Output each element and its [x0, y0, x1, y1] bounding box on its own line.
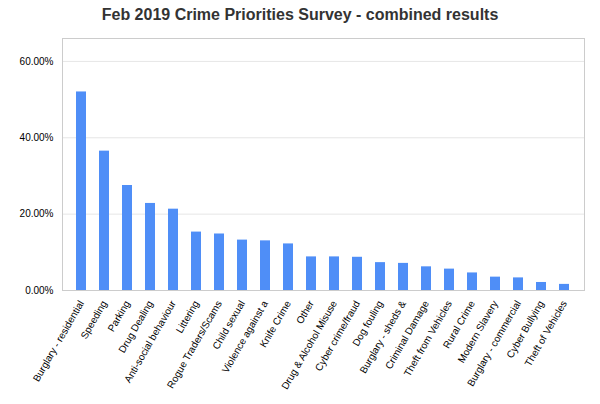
svg-text:Other: Other: [294, 298, 316, 326]
svg-text:Theft of Vehicles: Theft of Vehicles: [523, 299, 569, 369]
html-text:Feb 2019 Crime Priorities Surv: Feb 2019 Crime Priorities Survey - combi…: [101, 6, 499, 23]
svg-text:60.00%: 60.00%: [20, 56, 54, 67]
svg-text:Drug Dealing: Drug Dealing: [116, 298, 155, 355]
svg-text:20.00%: 20.00%: [20, 208, 54, 219]
svg-text:Cyber crime/fraud: Cyber crime/fraud: [312, 298, 362, 373]
svg-text:Violence against a: Violence against a: [219, 298, 270, 375]
svg-text:Speeding: Speeding: [78, 299, 109, 341]
svg-text:Rogue Traders/Scams: Rogue Traders/Scams: [164, 298, 224, 391]
svg-text:Child sexual: Child sexual: [210, 298, 247, 352]
svg-text:Dog fouling: Dog fouling: [350, 298, 385, 348]
svg-text:Modern Slavery: Modern Slavery: [455, 298, 500, 365]
svg-text:Littering: Littering: [173, 298, 201, 335]
svg-text:Rural Crime: Rural Crime: [440, 298, 477, 351]
svg-text:40.00%: 40.00%: [20, 132, 54, 143]
svg-text:0.00%: 0.00%: [25, 285, 53, 296]
svg-text:Drug & Alcohol Misuse: Drug & Alcohol Misuse: [279, 298, 339, 392]
svg-text:Cyber Bullying: Cyber Bullying: [504, 298, 546, 360]
svg-text:Criminal Damage: Criminal Damage: [382, 298, 431, 371]
svg-text:Burglary - residential: Burglary - residential: [31, 299, 86, 384]
svg-text:Parking: Parking: [105, 298, 132, 334]
svg-text:Burglary - commercial: Burglary - commercial: [464, 298, 523, 389]
svg-text:Knife Crime: Knife Crime: [257, 298, 293, 349]
svg-text:Anti-social behaviour: Anti-social behaviour: [122, 298, 178, 384]
svg-text:Theft from Vehicles: Theft from Vehicles: [401, 298, 454, 379]
svg-text:Burglary - sheds &: Burglary - sheds &: [357, 298, 408, 376]
